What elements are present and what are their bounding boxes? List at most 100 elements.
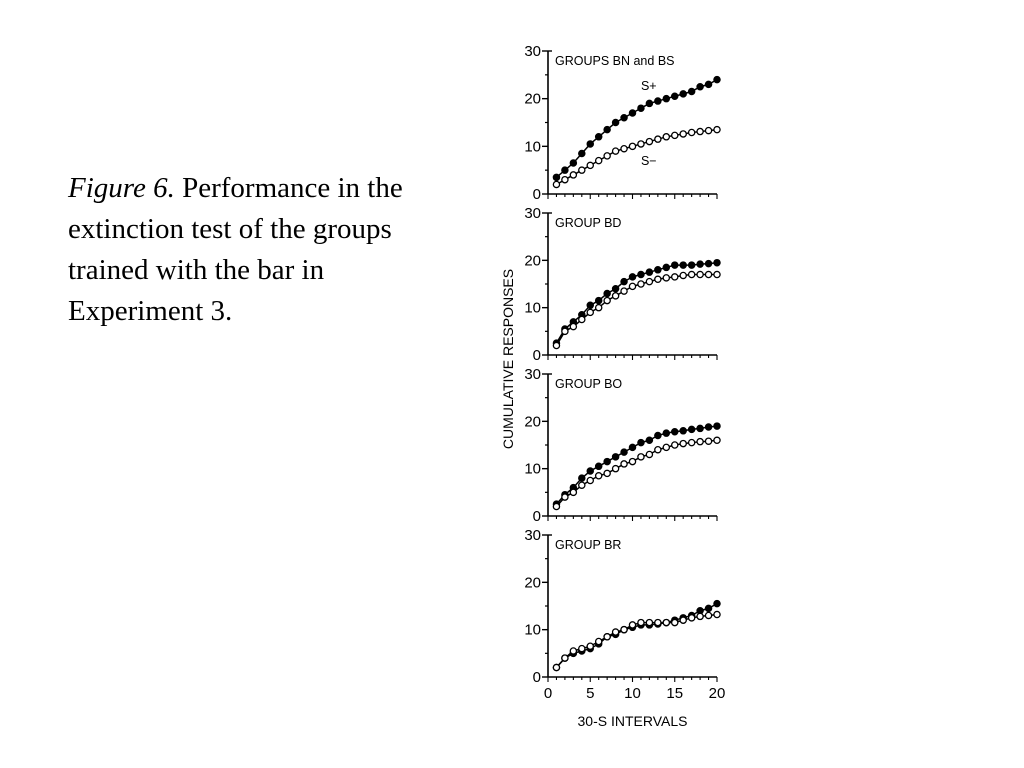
- s-minus-point: [603, 633, 611, 641]
- s-plus-point: [704, 80, 713, 89]
- s-plus-point: [594, 462, 603, 471]
- s-minus-point: [687, 614, 696, 622]
- s-minus-point: [578, 315, 586, 324]
- s-minus-point: [586, 308, 595, 317]
- s-minus-point: [687, 438, 696, 447]
- y-tick-label: 0: [533, 186, 541, 203]
- s-minus-point: [628, 457, 637, 466]
- s-minus-point: [696, 127, 704, 136]
- s-plus-point: [645, 99, 654, 108]
- s-minus-point: [586, 161, 595, 170]
- s-minus-point: [671, 131, 679, 140]
- s-minus-point: [687, 128, 696, 137]
- y-tick-label: 10: [524, 138, 541, 155]
- s-minus-point: [704, 126, 713, 135]
- s-minus-point: [578, 644, 586, 653]
- s-minus-point: [620, 460, 628, 468]
- s-minus-point: [611, 147, 620, 155]
- x-tick-label: 20: [709, 685, 726, 702]
- s-minus-point: [704, 437, 713, 445]
- s-minus-line: [555, 439, 718, 508]
- s-plus-point: [569, 159, 578, 167]
- s-minus-point: [603, 296, 611, 305]
- s-minus-point: [561, 175, 569, 184]
- s-plus-point: [620, 277, 628, 286]
- s-minus-point: [679, 616, 687, 624]
- s-minus-point: [696, 270, 704, 279]
- s-minus-point: [671, 618, 679, 627]
- s-plus-point: [645, 436, 654, 445]
- s-plus-point: [696, 83, 704, 91]
- s-minus-point: [687, 270, 696, 279]
- x-tick-label: 0: [544, 685, 552, 702]
- s-minus-point: [569, 171, 578, 179]
- s-minus-point: [713, 610, 721, 619]
- s-minus-point: [594, 303, 603, 312]
- s-minus-point: [654, 135, 662, 143]
- x-tick-label: 5: [586, 685, 594, 702]
- s-minus-point: [611, 292, 620, 300]
- s-minus-point: [696, 437, 704, 446]
- s-minus-line: [555, 273, 717, 346]
- s-minus-point: [671, 441, 679, 449]
- s-minus-point: [713, 270, 721, 279]
- s-minus-point: [671, 273, 679, 281]
- s-plus-point: [679, 427, 687, 435]
- s-plus-point: [713, 599, 721, 608]
- s-plus-point: [552, 173, 561, 182]
- s-plus-point: [687, 87, 696, 96]
- s-minus-point: [696, 612, 704, 621]
- s-minus-point: [552, 341, 561, 350]
- s-plus-point: [662, 429, 671, 437]
- s-minus-point: [552, 663, 561, 672]
- s-plus-point: [611, 284, 620, 293]
- s-minus-point: [569, 488, 578, 497]
- s-plus-line: [555, 425, 718, 505]
- s-minus-point: [654, 275, 662, 284]
- s-minus-point: [679, 271, 687, 280]
- s-minus-point: [637, 618, 645, 627]
- s-minus-point: [620, 625, 628, 634]
- s-plus-point: [654, 266, 662, 274]
- y-tick-label: 20: [524, 574, 541, 591]
- y-tick-label: 10: [524, 622, 541, 639]
- panel-title: GROUP BO: [555, 377, 622, 391]
- s-plus-point: [586, 301, 595, 310]
- panel-title: GROUP BR: [555, 538, 621, 552]
- s-plus-point: [713, 258, 721, 267]
- s-plus-point: [637, 104, 645, 112]
- s-minus-point: [620, 144, 628, 153]
- s-minus-point: [704, 270, 713, 279]
- y-tick-label: 0: [533, 508, 541, 525]
- s-minus-point: [569, 647, 578, 655]
- s-minus-line: [555, 613, 718, 669]
- s-plus-point: [654, 431, 662, 440]
- s-minus-point: [679, 439, 687, 448]
- s-plus-point: [561, 166, 569, 174]
- s-minus-point: [645, 618, 654, 627]
- s-plus-point: [679, 261, 687, 269]
- s-plus-point: [704, 604, 713, 613]
- s-minus-point: [628, 621, 637, 629]
- s-minus-point: [628, 142, 637, 151]
- s-plus-point: [713, 422, 721, 430]
- s-plus-point: [671, 261, 679, 269]
- s-plus-point: [687, 261, 696, 269]
- s-minus-point: [586, 476, 595, 485]
- s-plus-point: [628, 443, 637, 452]
- s-plus-point: [594, 296, 603, 305]
- s-plus-point: [611, 118, 620, 127]
- s-plus-point: [628, 273, 637, 281]
- y-tick-label: 30: [524, 205, 541, 222]
- s-minus-point: [645, 277, 654, 286]
- s-minus-point: [611, 464, 620, 473]
- y-tick-label: 20: [524, 252, 541, 269]
- s-plus-point: [586, 140, 595, 148]
- s-plus-point: [696, 260, 704, 268]
- s-plus-point: [671, 427, 679, 436]
- s-minus-point: [594, 472, 603, 480]
- y-tick-label: 10: [524, 300, 541, 317]
- s-plus-point: [662, 263, 671, 272]
- s-minus-point: [637, 453, 645, 461]
